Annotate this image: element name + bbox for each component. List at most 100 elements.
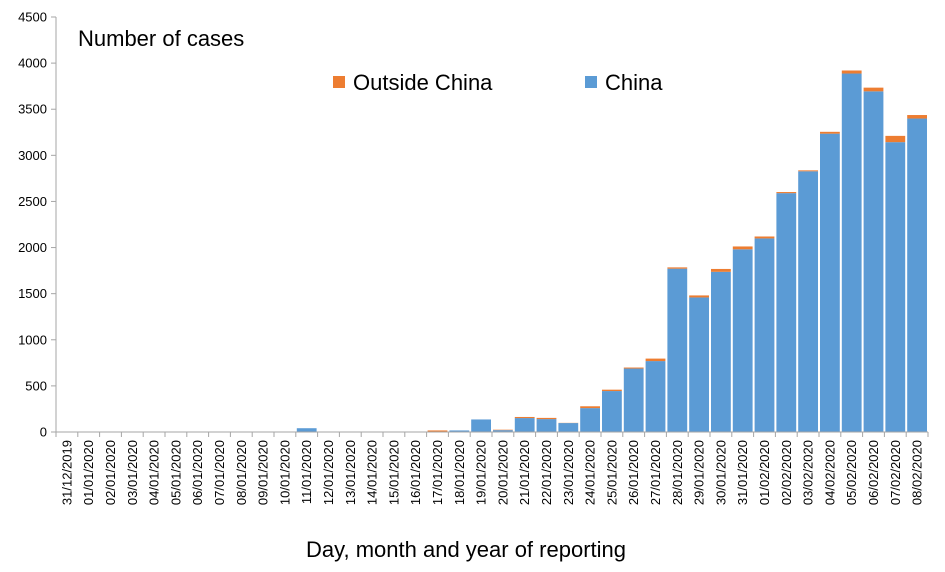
bar-outside-china <box>711 268 731 272</box>
x-tick-label: 13/01/2020 <box>343 440 358 505</box>
bar-china <box>907 118 927 432</box>
x-tick-label: 27/01/2020 <box>648 440 663 505</box>
bar-outside-china <box>536 417 557 420</box>
x-tick-label: 31/12/2019 <box>59 440 74 505</box>
x-tick-label: 02/02/2020 <box>779 440 794 505</box>
bar-outside-china <box>907 115 927 119</box>
x-tick-label: 11/01/2020 <box>299 440 314 504</box>
bar-china <box>863 91 884 432</box>
legend-label-china: China <box>605 70 663 95</box>
bar-outside-china <box>798 170 818 172</box>
bar-china <box>493 430 513 432</box>
bar-china <box>296 428 317 432</box>
x-tick-label: 21/01/2020 <box>517 440 532 505</box>
x-tick-label: 06/01/2020 <box>190 440 205 505</box>
bar-outside-china <box>602 389 622 392</box>
x-tick-label: 23/01/2020 <box>561 440 576 505</box>
x-tick-label: 01/02/2020 <box>757 440 772 505</box>
y-tick-label: 3500 <box>18 102 47 117</box>
x-tick-label: 20/01/2020 <box>495 440 510 505</box>
x-tick-label: 01/01/2020 <box>81 440 96 505</box>
y-tick-label: 3000 <box>18 148 47 163</box>
legend-label-outside-china: Outside China <box>353 70 493 95</box>
bar-outside-china <box>427 430 448 432</box>
bar-outside-china <box>863 87 884 92</box>
x-tick-label: 24/01/2020 <box>583 440 598 505</box>
chart-title: Number of cases <box>78 26 244 51</box>
x-tick-label: 25/01/2020 <box>604 440 619 505</box>
bar-china <box>449 430 470 432</box>
x-tick-label: 05/01/2020 <box>168 440 183 505</box>
bar-china <box>623 368 644 432</box>
bar-outside-china <box>667 267 688 269</box>
x-tick-label: 10/01/2020 <box>277 440 292 505</box>
bar-china <box>732 249 753 432</box>
bar-outside-china <box>514 416 535 419</box>
y-tick-label: 2500 <box>18 194 47 209</box>
bar-outside-china <box>885 135 906 143</box>
legend-swatch-outside-china <box>333 76 345 88</box>
bar-china <box>580 408 600 432</box>
x-tick-label: 22/01/2020 <box>539 440 554 505</box>
x-tick-label: 18/01/2020 <box>452 440 467 505</box>
bar-outside-china <box>754 236 775 239</box>
x-tick-label: 12/01/2020 <box>321 440 336 505</box>
y-axis: 0 500 1000 1500 2000 2500 3000 3500 4000 4500 <box>18 10 57 440</box>
x-tick-label: 29/01/2020 <box>692 440 707 505</box>
legend: Outside China China <box>333 70 663 95</box>
x-axis-title: Day, month and year of reporting <box>306 537 626 562</box>
bar-china <box>645 361 666 432</box>
x-tick-label: 06/02/2020 <box>866 440 881 505</box>
x-tick-label: 16/01/2020 <box>408 440 423 505</box>
x-axis: 31/12/2019 01/01/2020 02/01/2020 03/01/2020… <box>55 431 929 505</box>
bar-china <box>602 391 622 432</box>
x-tick-label: 15/01/2020 <box>386 440 401 505</box>
y-tick-label: 1000 <box>18 332 47 347</box>
x-tick-label: 28/01/2020 <box>670 440 685 505</box>
x-tick-label: 08/02/2020 <box>910 440 925 505</box>
bar-outside-china <box>689 295 709 298</box>
x-tick-label: 31/01/2020 <box>735 440 750 505</box>
legend-swatch-china <box>585 76 597 88</box>
x-tick-label: 26/01/2020 <box>626 440 641 505</box>
x-tick-label: 19/01/2020 <box>474 440 489 505</box>
bar-outside-china <box>776 192 797 194</box>
x-tick-label: 30/01/2020 <box>713 440 728 505</box>
bar-china <box>711 271 731 432</box>
bar-outside-china <box>841 70 862 74</box>
bar-china <box>754 238 775 432</box>
bar-china <box>776 193 797 432</box>
y-tick-label: 4000 <box>18 56 47 71</box>
bar-china <box>667 268 688 432</box>
x-tick-label: 03/02/2020 <box>801 440 816 505</box>
x-tick-label: 08/01/2020 <box>234 440 249 505</box>
x-tick-label: 17/01/2020 <box>430 440 445 505</box>
x-tick-label: 04/02/2020 <box>822 440 837 505</box>
bar-china <box>820 133 840 432</box>
bar-series <box>296 70 927 432</box>
bar-outside-china <box>820 131 840 134</box>
bar-outside-china <box>645 358 666 362</box>
x-tick-label: 07/02/2020 <box>888 440 903 505</box>
x-tick-label: 09/01/2020 <box>256 440 271 505</box>
x-tick-label: 05/02/2020 <box>844 440 859 505</box>
y-tick-label: 4500 <box>18 10 47 25</box>
bar-china <box>558 423 579 432</box>
bar-outside-china <box>623 367 644 369</box>
y-tick-label: 500 <box>25 378 47 393</box>
bar-china <box>885 142 906 432</box>
bar-outside-china <box>580 406 600 409</box>
bar-china <box>536 419 557 432</box>
y-tick-label: 0 <box>40 425 47 440</box>
bar-china <box>689 297 709 432</box>
y-tick-label: 1500 <box>18 286 47 301</box>
bar-china <box>471 419 491 432</box>
x-tick-label: 03/01/2020 <box>125 440 140 505</box>
bar-china <box>514 418 535 432</box>
bar-china <box>841 73 862 432</box>
x-tick-label: 07/01/2020 <box>212 440 227 505</box>
bar-china <box>798 171 818 432</box>
x-tick-label: 14/01/2020 <box>365 440 380 505</box>
bar-outside-china <box>732 246 753 250</box>
